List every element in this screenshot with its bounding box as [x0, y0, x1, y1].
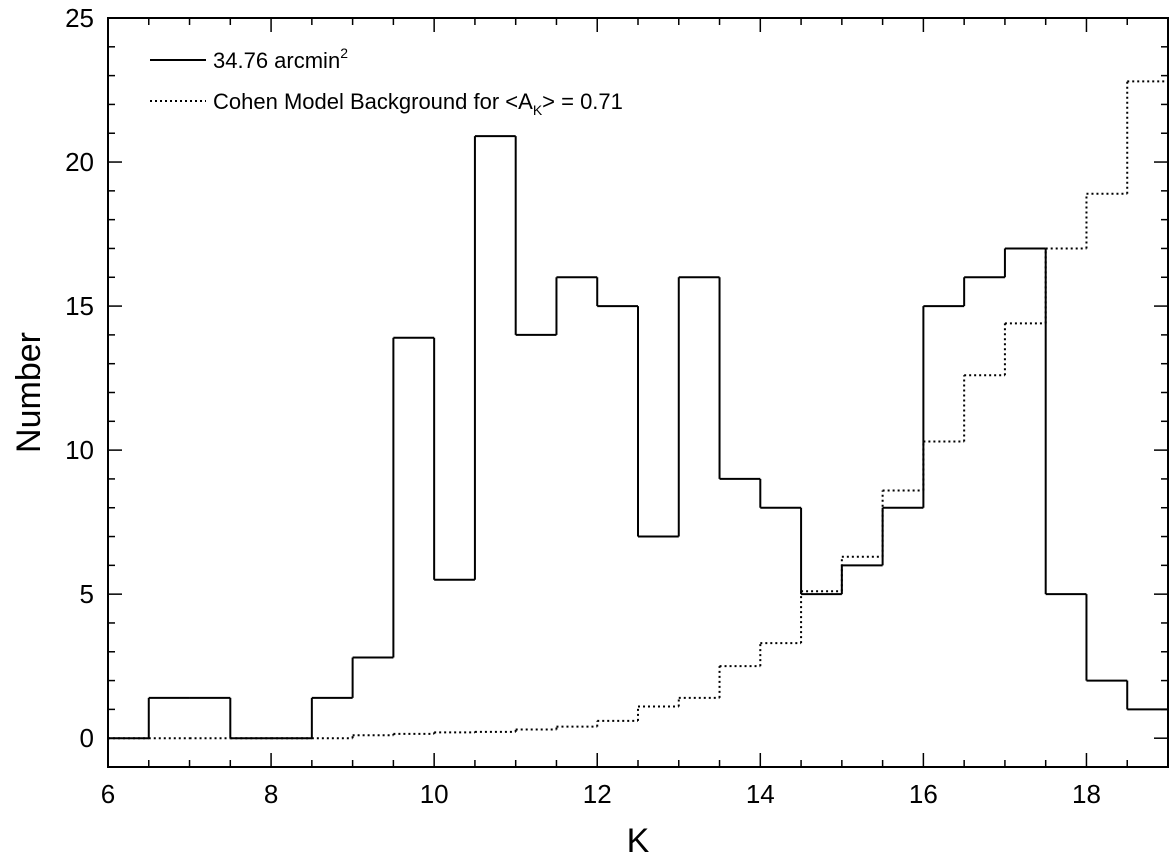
y-tick-label: 0: [80, 723, 94, 753]
legend-label-model-tail: > = 0.71: [542, 89, 623, 114]
series-observed: [108, 135, 1168, 740]
x-tick-label: 6: [101, 779, 115, 809]
x-tick-labels: 6 8 10 12 14 16 18: [101, 779, 1101, 809]
y-tick-label: 5: [80, 579, 94, 609]
legend-label-model-sub: K: [533, 102, 543, 118]
series-layer: [108, 80, 1168, 740]
plot-frame: [107, 17, 1169, 768]
legend: 34.76 arcmin2 Cohen Model Background for…: [150, 45, 623, 118]
legend-label-model-main: Cohen Model Background for <A: [213, 89, 533, 114]
y-tick-label: 15: [65, 291, 94, 321]
x-tick-label: 14: [746, 779, 775, 809]
legend-label-observed: 34.76 arcmin2: [213, 45, 348, 73]
legend-label-observed-main: 34.76 arcmin: [213, 48, 340, 73]
y-tick-labels: 0 5 10 15 20 25: [65, 3, 94, 753]
series-model-background: [108, 80, 1168, 740]
x-axis-title: K: [627, 822, 650, 858]
x-tick-label: 10: [420, 779, 449, 809]
y-tick-label: 25: [65, 3, 94, 33]
x-tick-label: 18: [1072, 779, 1101, 809]
y-tick-label: 10: [65, 435, 94, 465]
legend-label-observed-sup: 2: [340, 45, 348, 61]
x-tick-label: 16: [909, 779, 938, 809]
y-axis-title: Number: [10, 332, 48, 453]
y-tick-label: 20: [65, 147, 94, 177]
legend-label-model: Cohen Model Background for <AK> = 0.71: [213, 89, 623, 118]
x-tick-label: 8: [264, 779, 278, 809]
x-tick-label: 12: [583, 779, 612, 809]
